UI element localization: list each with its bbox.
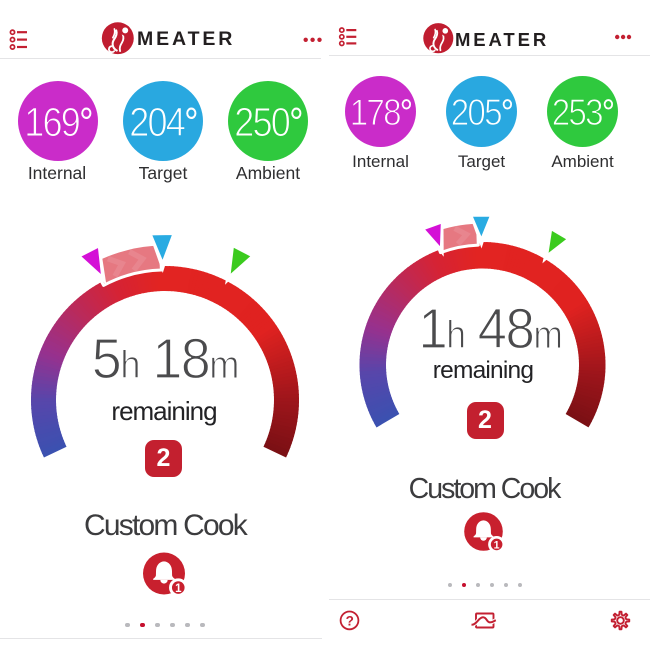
- svg-text:1: 1: [494, 539, 500, 551]
- svg-text:1: 1: [175, 583, 182, 595]
- svg-text:?: ?: [346, 614, 354, 629]
